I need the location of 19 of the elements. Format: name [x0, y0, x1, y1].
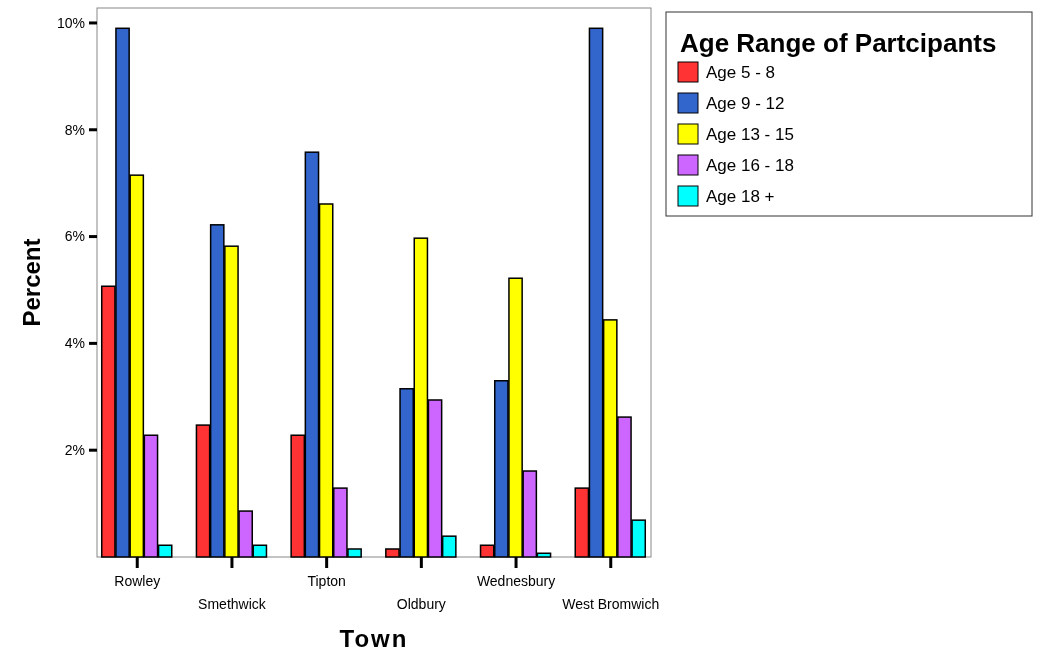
x-tick-label: Oldbury [396, 596, 446, 612]
y-axis-title: Percent [18, 238, 45, 327]
legend-label: Age 9 - 12 [706, 93, 785, 113]
y-tick-label: 2% [64, 442, 85, 459]
legend-label: Age 16 - 18 [706, 155, 794, 175]
x-tick-label: Smethwick [198, 596, 267, 612]
legend-label: Age 13 - 15 [706, 124, 794, 144]
legend-title: Age Range of Partcipants [680, 28, 997, 58]
y-tick-label: 8% [64, 121, 85, 138]
y-tick-label: 4% [64, 335, 85, 352]
y-tick-label: 10% [56, 14, 85, 31]
x-axis-title: Town [339, 625, 409, 651]
x-tick-label: Rowley [114, 573, 161, 589]
x-tick-label: West Bromwich [562, 596, 660, 612]
x-tick-label: Wednesbury [476, 573, 556, 589]
legend-label: Age 5 - 8 [706, 62, 775, 82]
y-tick-label: 6% [64, 228, 85, 245]
legend-label: Age 18 + [706, 186, 775, 206]
x-tick-label: Tipton [307, 573, 346, 589]
